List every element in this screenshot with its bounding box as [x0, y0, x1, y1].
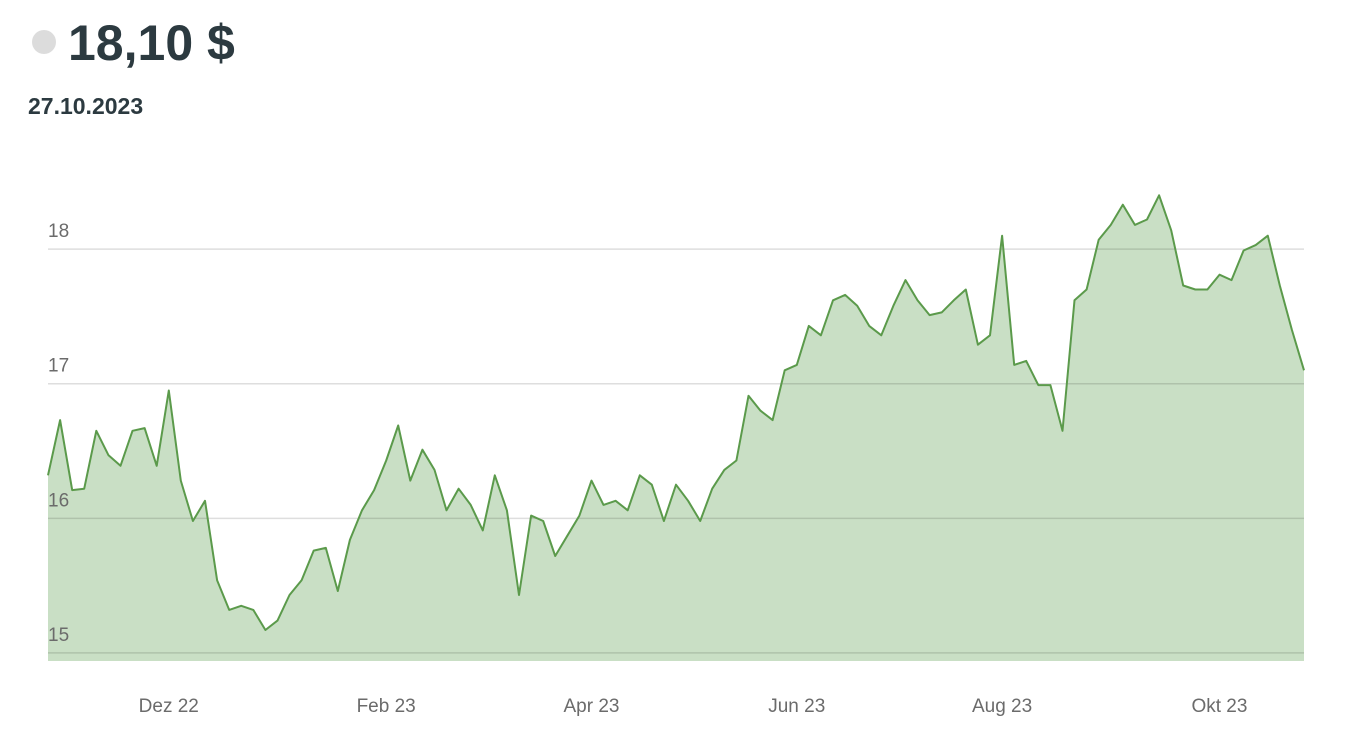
x-tick-label: Dez 22 [139, 696, 199, 717]
x-tick-label: Apr 23 [563, 696, 619, 717]
area-fill [48, 195, 1304, 662]
y-tick-label: 16 [48, 490, 69, 511]
y-tick-label: 18 [48, 221, 69, 242]
price: 18,10 $ [68, 15, 235, 71]
x-tick-label: Okt 23 [1191, 696, 1247, 717]
y-tick-label: 15 [48, 625, 69, 646]
status-dot [32, 30, 56, 54]
date: 27.10.2023 [28, 93, 143, 119]
x-tick-label: Aug 23 [972, 696, 1032, 717]
x-tick-label: Feb 23 [357, 696, 416, 717]
price-line [47, 194, 1305, 631]
y-tick-label: 17 [48, 356, 69, 377]
x-tick-label: Jun 23 [768, 696, 825, 717]
